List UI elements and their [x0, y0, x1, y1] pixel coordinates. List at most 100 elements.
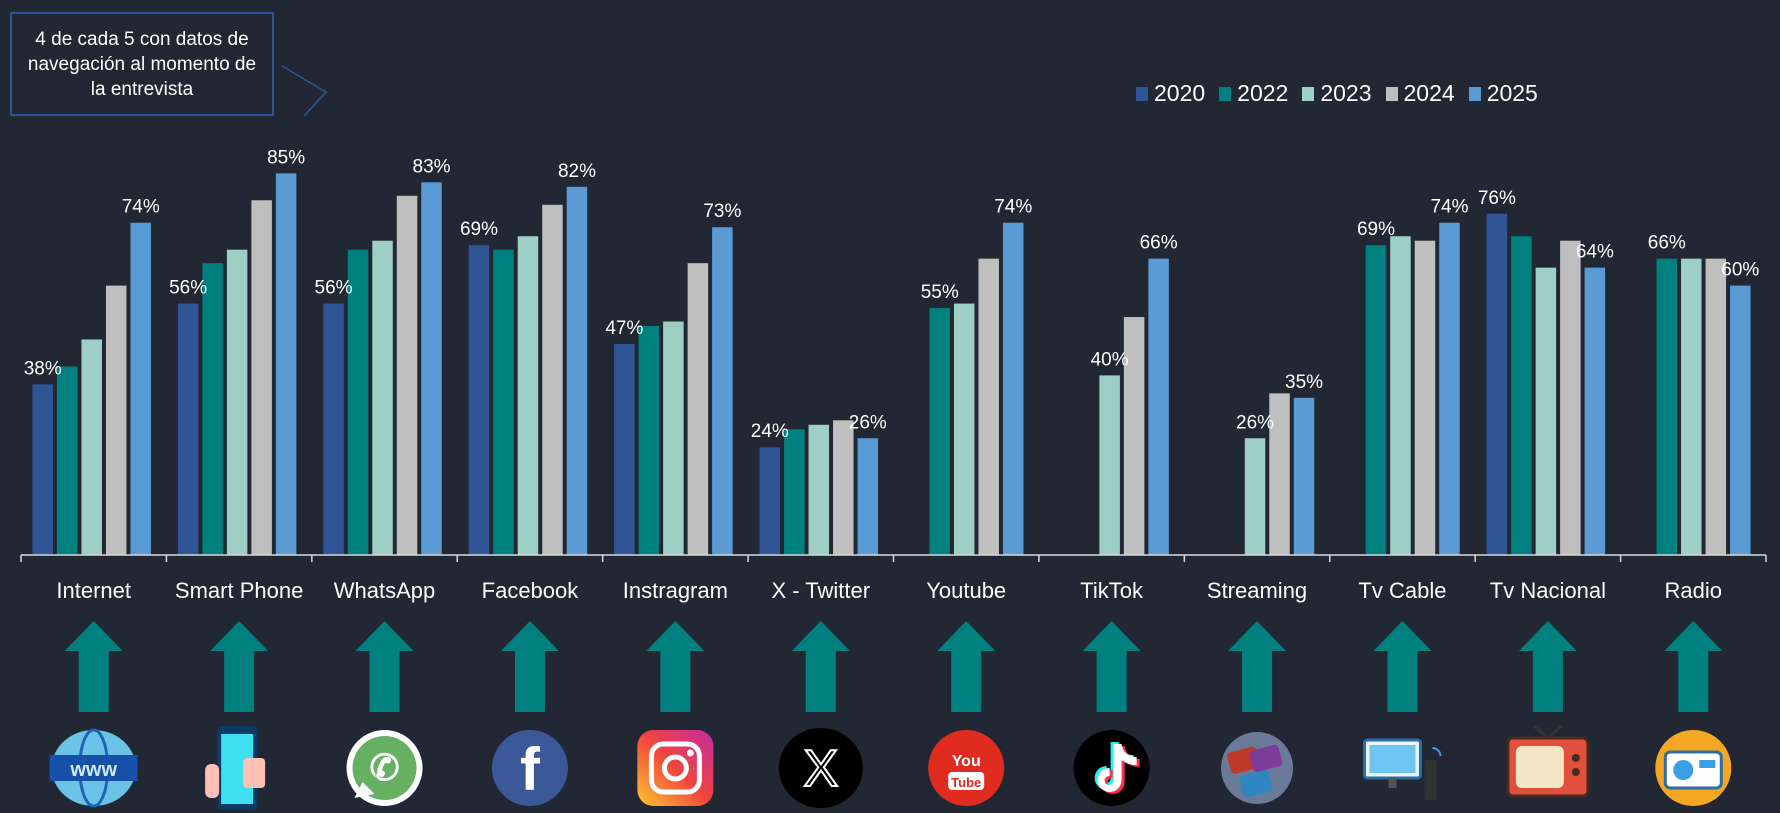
bar-2025-10 — [1584, 267, 1606, 555]
bar-2023-6 — [953, 303, 975, 555]
bar-2024-3 — [542, 204, 563, 555]
bar-2024-8 — [1269, 393, 1290, 555]
annotation-box: 4 de cada 5 con datos de navegación al m… — [10, 12, 274, 116]
category-label: Tv Nacional — [1490, 578, 1606, 603]
bar-2023-0 — [81, 339, 102, 555]
whatsapp-icon: ✆ — [346, 730, 423, 806]
legend-item-2024: 2024 — [1385, 80, 1455, 107]
legend-swatch — [1385, 86, 1398, 101]
legend-label: 2024 — [1403, 80, 1455, 106]
bar-2020-5 — [759, 447, 781, 555]
instagram-icon — [637, 730, 714, 806]
legend-swatch — [1302, 86, 1315, 101]
bar-2023-4 — [663, 321, 684, 555]
bar-2025-2 — [421, 182, 442, 555]
svg-text:✆: ✆ — [369, 747, 399, 788]
tv-cable-icon — [1362, 738, 1442, 800]
annotation-text: 4 de cada 5 con datos de navegación al m… — [27, 28, 257, 100]
svg-text:Tube: Tube — [951, 775, 981, 790]
legend-label: 2023 — [1320, 80, 1372, 106]
up-arrow-icon — [937, 621, 996, 712]
bar-2024-7 — [1123, 317, 1145, 555]
bar-2022-3 — [493, 249, 514, 555]
www-globe-icon: www — [49, 728, 138, 808]
category-label: TikTok — [1080, 578, 1144, 603]
bar-2023-2 — [372, 240, 393, 555]
bar-2022-1 — [202, 263, 223, 555]
tv-nacional-icon — [1506, 724, 1590, 798]
category-label: Facebook — [482, 578, 580, 603]
up-arrow-icon — [1664, 621, 1723, 712]
bar-2024-9 — [1414, 240, 1436, 555]
streaming-icon — [1221, 732, 1294, 804]
bar-2022-2 — [347, 249, 369, 555]
legend-swatch — [1219, 86, 1232, 101]
callout-pointer — [281, 65, 328, 117]
data-label: 40% — [1091, 349, 1129, 370]
legend: 2020 2022 2023 2024 2025 — [1136, 80, 1538, 107]
bar-2024-11 — [1705, 258, 1727, 555]
bar-2024-2 — [396, 195, 418, 556]
category-label: Youtube — [926, 578, 1006, 603]
bar-2025-11 — [1730, 285, 1751, 555]
bar-2025-7 — [1148, 258, 1169, 555]
legend-label: 2020 — [1154, 80, 1206, 106]
data-label: 83% — [413, 156, 451, 177]
legend-item-2020: 2020 — [1136, 80, 1205, 107]
bar-2022-10 — [1511, 236, 1532, 555]
data-label: 85% — [267, 147, 305, 168]
data-label: 74% — [1430, 197, 1468, 218]
bar-2020-3 — [468, 245, 490, 555]
bar-2023-5 — [808, 424, 830, 555]
bar-2024-0 — [105, 285, 127, 555]
up-arrow-icon — [1228, 621, 1287, 712]
facebook-icon: f — [491, 730, 568, 806]
data-label: 82% — [558, 161, 596, 182]
bar-2025-0 — [130, 222, 151, 556]
legend-item-2025: 2025 — [1468, 80, 1538, 107]
data-label: 47% — [605, 318, 643, 339]
bar-2022-6 — [929, 308, 950, 555]
data-label: 69% — [460, 219, 498, 240]
bar-2024-5 — [833, 420, 854, 555]
bar-2025-1 — [275, 173, 297, 555]
up-arrow-icon — [355, 621, 414, 712]
bar-2022-4 — [638, 326, 660, 555]
bar-2025-6 — [1002, 222, 1024, 556]
category-label: Internet — [56, 578, 131, 603]
bar-2020-4 — [614, 343, 635, 555]
bar-2023-11 — [1681, 258, 1702, 555]
legend-label: 2025 — [1486, 80, 1538, 106]
legend-item-2023: 2023 — [1302, 80, 1372, 107]
category-label: Radio — [1665, 578, 1722, 603]
bar-2022-9 — [1365, 245, 1387, 555]
up-arrow-icon — [646, 621, 705, 712]
bar-2024-10 — [1560, 240, 1581, 555]
data-label: 55% — [921, 282, 959, 303]
category-label: Tv Cable — [1358, 578, 1446, 603]
legend-item-2022: 2022 — [1219, 80, 1288, 107]
data-label: 73% — [703, 201, 741, 222]
bar-2023-8 — [1244, 438, 1266, 555]
category-label: Smart Phone — [175, 578, 303, 603]
up-arrow-icon — [1518, 621, 1577, 712]
up-arrow-icon — [1082, 621, 1141, 712]
smartphone-icon — [205, 726, 266, 810]
data-label: 24% — [751, 421, 789, 442]
legend-swatch — [1468, 86, 1481, 101]
up-arrow-icon — [210, 621, 269, 712]
bar-2025-3 — [566, 186, 588, 555]
bar-2020-2 — [323, 303, 344, 555]
category-label: WhatsApp — [334, 578, 436, 603]
legend-label: 2022 — [1237, 80, 1289, 106]
bar-2025-8 — [1293, 397, 1315, 555]
bar-2024-6 — [978, 258, 999, 555]
bar-2020-1 — [177, 303, 199, 555]
bar-2020-10 — [1486, 213, 1508, 555]
svg-text:f: f — [520, 736, 541, 803]
svg-text:X: X — [803, 740, 838, 798]
data-label: 35% — [1285, 372, 1323, 393]
bar-2023-1 — [226, 249, 248, 555]
up-arrow-icon — [64, 621, 123, 712]
up-arrow-icon — [1373, 621, 1432, 712]
